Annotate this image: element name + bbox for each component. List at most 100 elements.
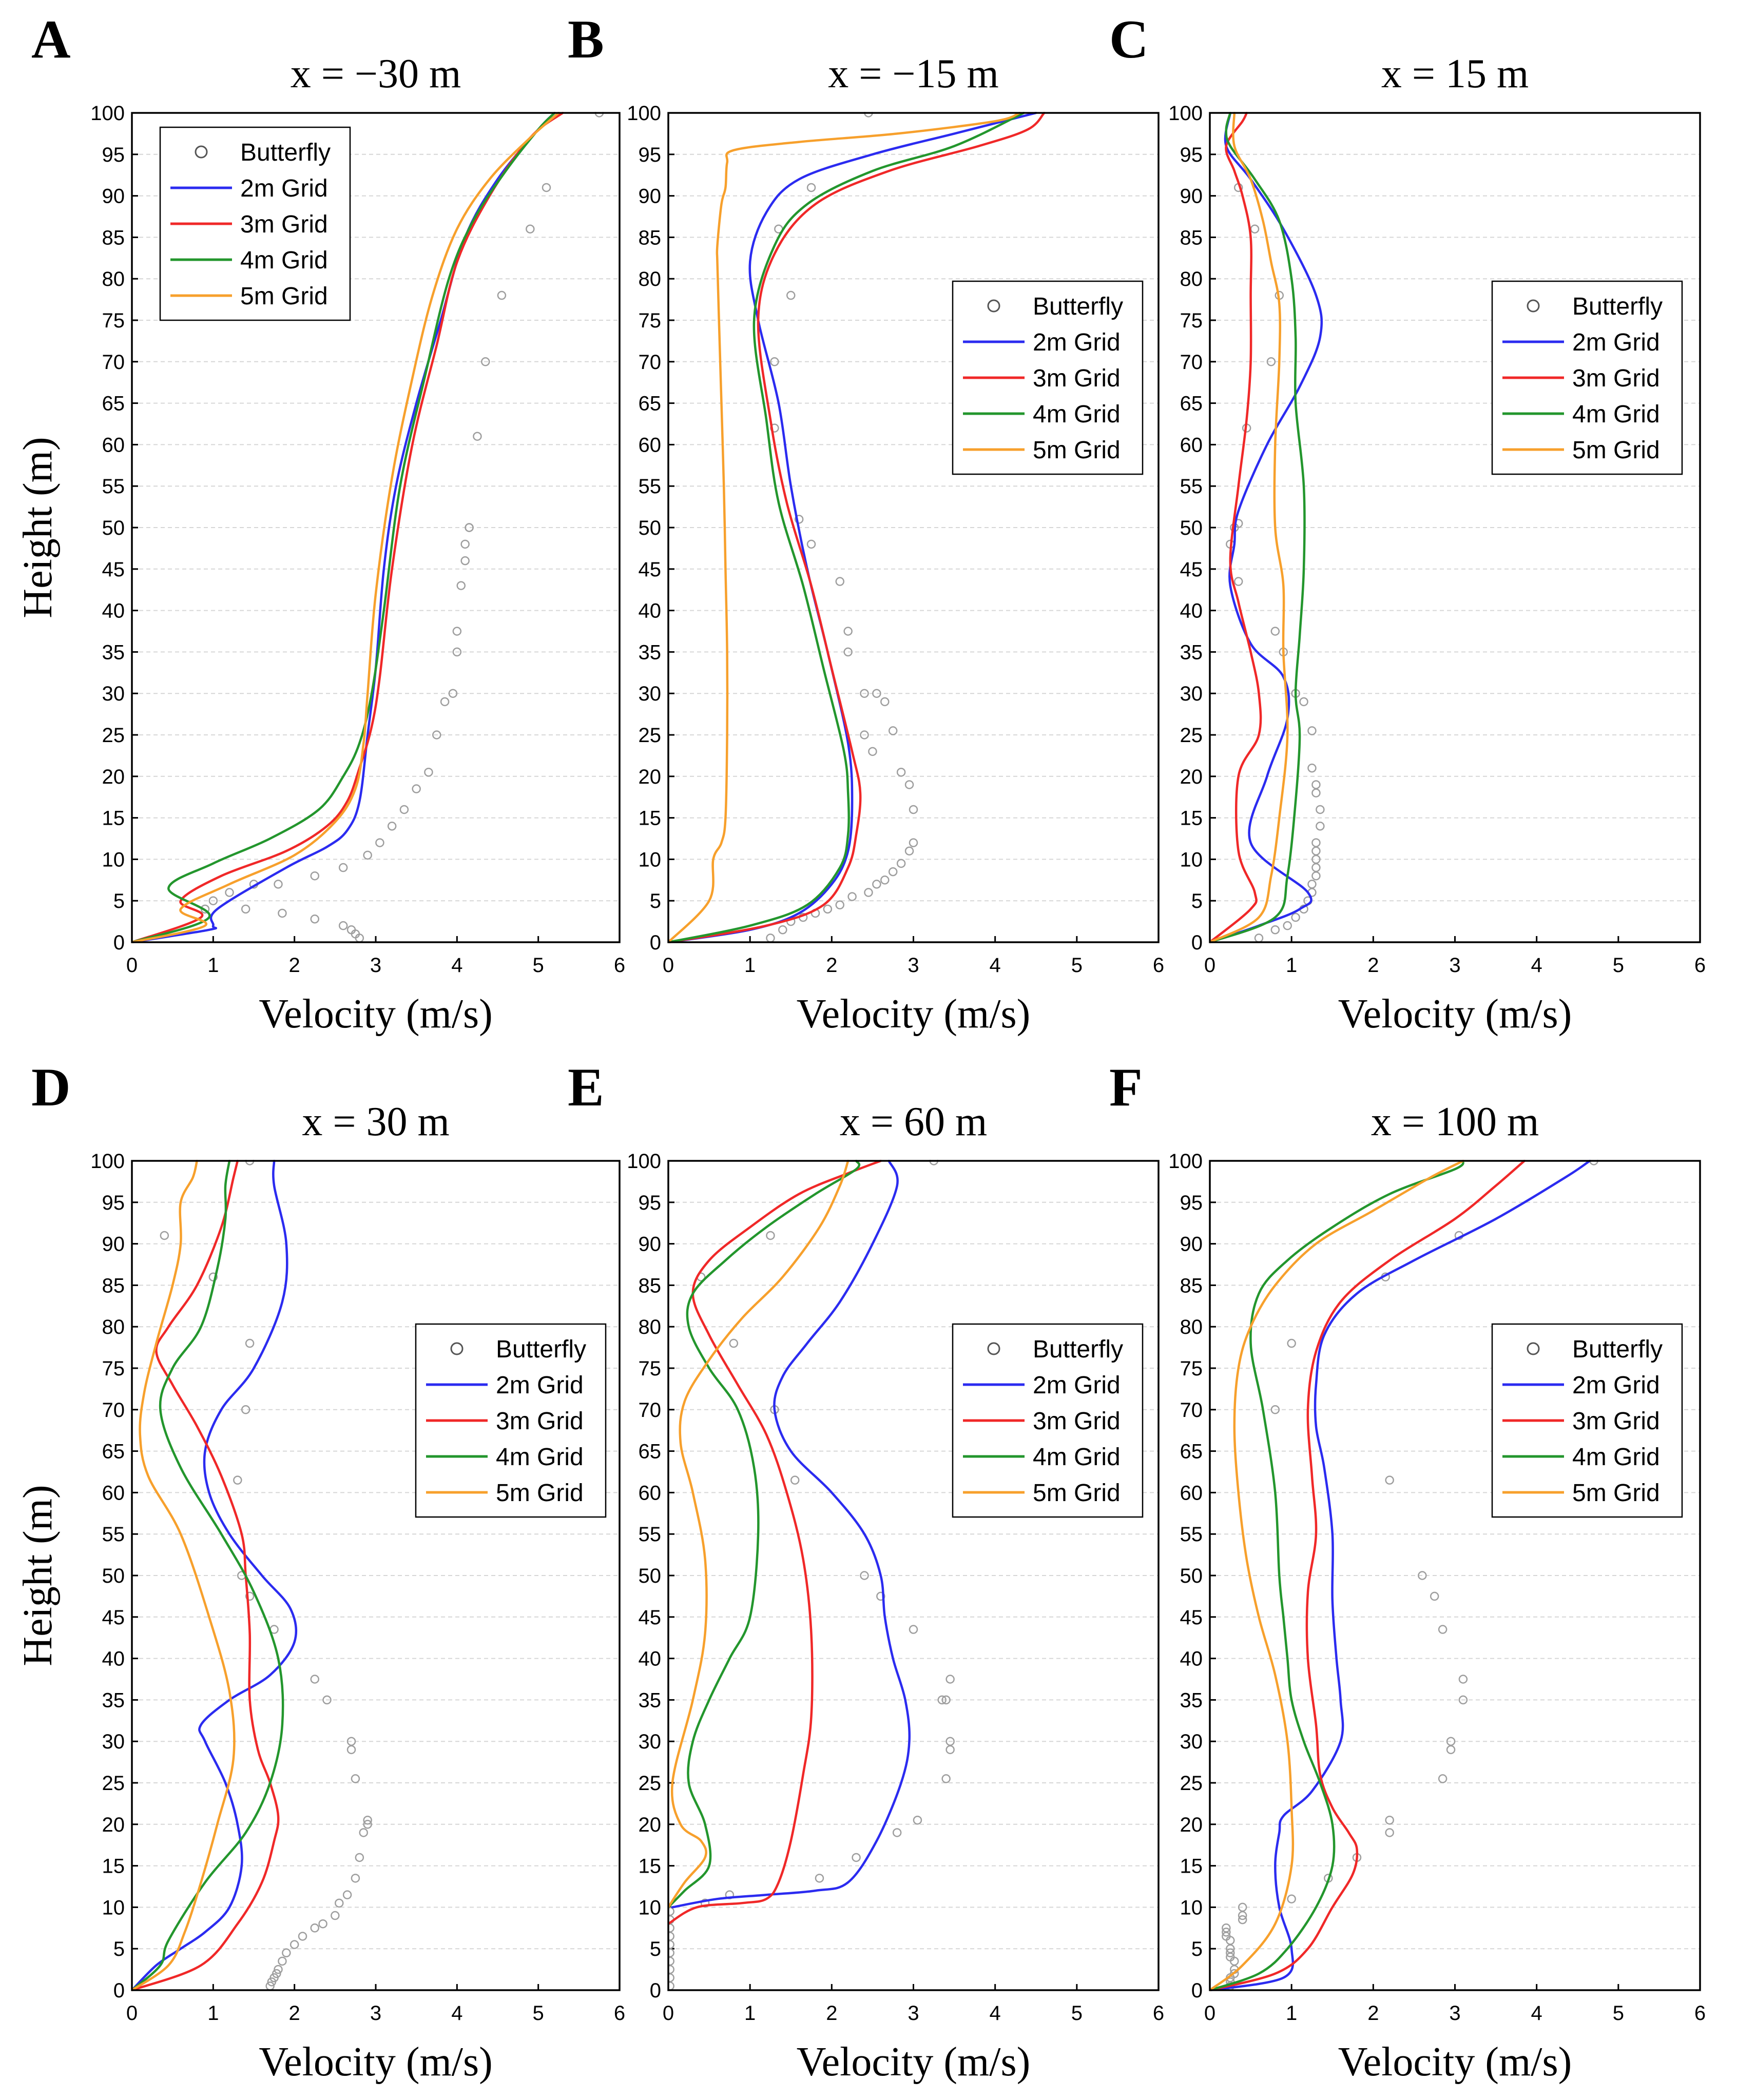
- butterfly-point: [1458, 1675, 1468, 1684]
- butterfly-point: [1385, 1815, 1394, 1825]
- butterfly-point: [668, 1940, 674, 1949]
- legend: Butterfly 2m Grid 3m Grid 4m Grid 5m Grid: [415, 1323, 607, 1518]
- butterfly-point: [835, 900, 844, 910]
- legend-label: Butterfly: [496, 1336, 586, 1363]
- butterfly-point: [1226, 1948, 1235, 1958]
- legend-label: 3m Grid: [1572, 1408, 1660, 1435]
- legend-label: 5m Grid: [1572, 437, 1660, 464]
- y-tick-label: 5: [650, 1938, 661, 1960]
- butterfly-point: [1311, 863, 1321, 872]
- panel-title: x = −30 m: [291, 51, 461, 96]
- y-tick-label: 100: [90, 102, 125, 125]
- y-tick-label: 55: [1180, 475, 1203, 498]
- butterfly-point: [338, 921, 348, 930]
- y-tick-label: 15: [102, 807, 125, 830]
- butterfly-point: [160, 1231, 169, 1240]
- y-tick-label: 25: [102, 1772, 125, 1795]
- y-tick-label: 35: [1180, 1689, 1203, 1712]
- y-tick-label: 35: [1180, 641, 1203, 664]
- series-line-5m-grid: [132, 1160, 236, 1991]
- x-tick-label: 4: [451, 2002, 462, 2025]
- series-line-3m-grid: [1210, 1160, 1526, 1991]
- legend: Butterfly 2m Grid 3m Grid 4m Grid 5m Grid: [952, 280, 1144, 475]
- x-tick-label: 1: [744, 2002, 756, 2025]
- y-tick-label: 85: [1180, 226, 1203, 249]
- butterfly-point: [945, 1745, 955, 1755]
- y-tick-label: 75: [1180, 309, 1203, 332]
- butterfly-point: [1307, 726, 1317, 735]
- panel-f: Fx = 100 m051015202530354045505560657075…: [1109, 1057, 1706, 2085]
- panel-a: Ax = −30 m051015202530354045505560657075…: [15, 9, 625, 1037]
- legend: Butterfly 2m Grid 3m Grid 4m Grid 5m Grid: [1491, 280, 1683, 475]
- butterfly-point: [359, 1828, 368, 1837]
- butterfly-point: [412, 784, 421, 793]
- y-axis-title: Height (m): [15, 437, 61, 618]
- y-tick-label: 95: [1180, 1192, 1203, 1214]
- butterfly-point: [1418, 1571, 1427, 1580]
- axes-frame: [131, 1160, 621, 1991]
- butterfly-point: [460, 556, 470, 566]
- panel-letter: A: [31, 9, 71, 69]
- butterfly-point: [298, 1932, 307, 1941]
- x-tick-label: 1: [1286, 2002, 1297, 2025]
- butterfly-point: [241, 904, 250, 914]
- butterfly-point: [864, 888, 873, 897]
- butterfly-point: [1316, 805, 1325, 814]
- butterfly-point: [847, 892, 857, 901]
- y-tick-label: 85: [1180, 1274, 1203, 1297]
- y-tick-label: 35: [102, 641, 125, 664]
- y-tick-label: 85: [639, 1274, 662, 1297]
- plot-area: [1210, 1160, 1598, 1991]
- y-tick-label: 0: [1191, 1979, 1203, 2002]
- butterfly-point: [941, 1695, 951, 1705]
- butterfly-point: [1270, 925, 1280, 935]
- butterfly-point: [363, 1820, 372, 1829]
- butterfly-point: [274, 880, 283, 889]
- x-tick-label: 3: [1449, 2002, 1460, 2025]
- butterfly-point: [272, 1969, 281, 1978]
- legend: Butterfly 2m Grid 3m Grid 4m Grid 5m Grid: [1491, 1323, 1683, 1518]
- series-line-5m-grid: [1210, 112, 1289, 943]
- butterfly-point: [904, 846, 914, 855]
- butterfly-point: [888, 726, 898, 735]
- axes-frame: [131, 112, 621, 943]
- butterfly-point: [310, 1923, 319, 1933]
- butterfly-point: [909, 838, 918, 847]
- y-tick-label: 60: [639, 434, 662, 456]
- butterfly-point: [888, 867, 898, 877]
- butterfly-point: [452, 647, 462, 657]
- butterfly-point: [945, 1737, 955, 1746]
- legend-label: 5m Grid: [1033, 437, 1121, 464]
- butterfly-point: [225, 888, 234, 897]
- y-tick-label: 55: [639, 475, 662, 498]
- y-tick-label: 90: [639, 1233, 662, 1256]
- x-tick-label: 2: [1367, 2002, 1379, 2025]
- butterfly-point: [1458, 1695, 1468, 1705]
- butterfly-point: [668, 1948, 674, 1958]
- y-tick-label: 95: [1180, 144, 1203, 166]
- butterfly-point: [729, 1338, 739, 1348]
- butterfly-point: [896, 859, 906, 868]
- series-line-2m-grid: [668, 112, 1037, 943]
- legend-label: Butterfly: [1033, 1336, 1123, 1363]
- y-tick-label: 25: [1180, 1772, 1203, 1795]
- x-tick-label: 5: [533, 954, 544, 977]
- butterfly-point: [322, 1695, 332, 1705]
- y-tick-label: 70: [639, 1399, 662, 1422]
- series-line-3m-grid: [1210, 112, 1262, 943]
- legend-label: Butterfly: [1572, 293, 1663, 320]
- butterfly-point: [1311, 871, 1321, 881]
- legend-label: 2m Grid: [1033, 1372, 1121, 1399]
- butterfly-point: [941, 1774, 951, 1783]
- y-tick-label: 20: [1180, 766, 1203, 788]
- legend-label: 2m Grid: [1572, 329, 1660, 356]
- y-tick-label: 90: [639, 185, 662, 208]
- butterfly-point: [1287, 1338, 1296, 1348]
- butterfly-point: [526, 224, 535, 234]
- series-line-5m-grid: [1210, 1160, 1464, 1991]
- butterfly-point: [843, 647, 853, 657]
- panel-b: Bx = −15 m051015202530354045505560657075…: [568, 9, 1164, 1037]
- legend-marker-butterfly: [1527, 1342, 1540, 1355]
- butterfly-point: [668, 1907, 674, 1916]
